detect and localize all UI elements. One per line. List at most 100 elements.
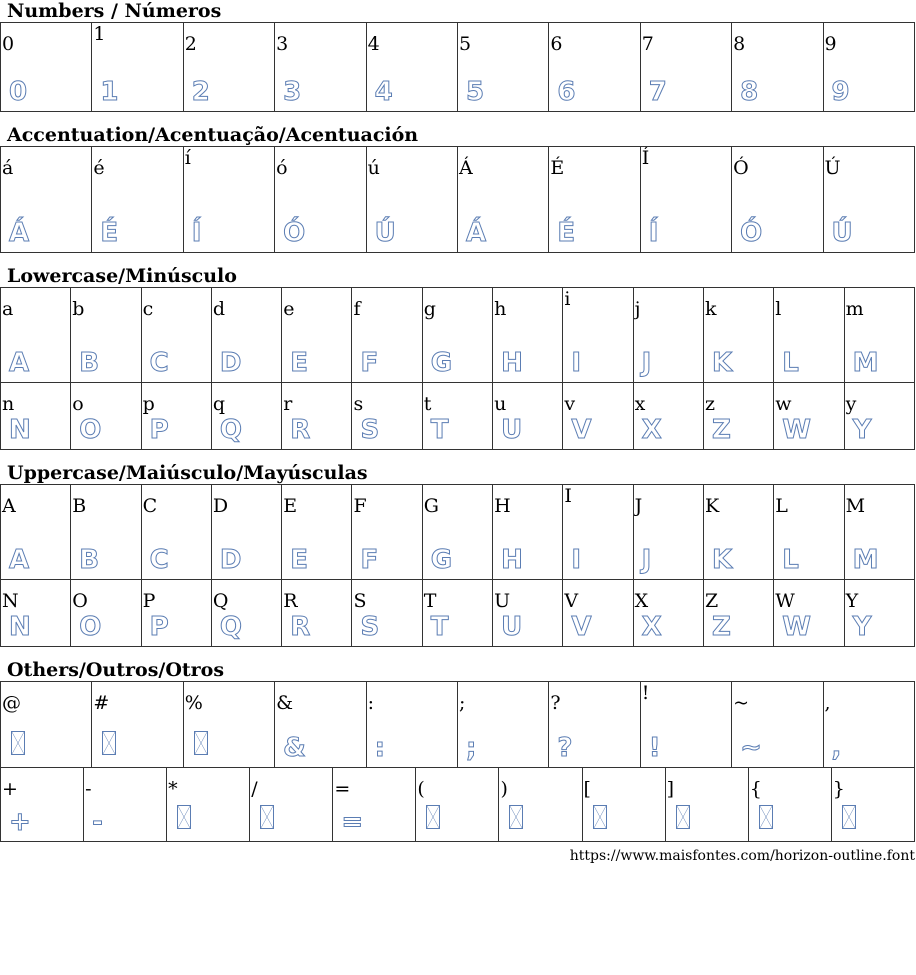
glyph-row: @ #% & &::;;??!! ~ ~,,: [0, 681, 916, 768]
glyph-sample: D: [219, 545, 242, 576]
glyph-label: b: [72, 298, 85, 320]
glyph-sample: 0: [8, 77, 28, 108]
glyph-sample: G: [430, 348, 453, 379]
glyph-sample: J: [641, 545, 652, 576]
glyph-label: *: [168, 778, 178, 800]
glyph-label: z: [704, 393, 715, 415]
glyph-label: &: [276, 692, 294, 714]
glyph-sample: 7: [648, 77, 667, 108]
specimen-section: Uppercase/Maiúsculo/Mayúsculas A A B B C C D D E E…: [0, 462, 916, 647]
glyph-sample: X: [641, 612, 662, 643]
glyph-sample: Ó: [283, 218, 306, 249]
glyph-label: ,: [824, 692, 831, 714]
glyph-label: h: [494, 298, 507, 320]
glyph-label: {: [749, 778, 762, 800]
glyph-sample: Á: [465, 218, 487, 249]
glyph-label: í: [184, 147, 191, 170]
missing-glyph-icon: [11, 731, 25, 755]
glyph-label: l: [775, 298, 782, 320]
glyph-cell: }: [830, 767, 916, 842]
glyph-sample: D: [219, 348, 242, 379]
glyph-sample: E: [290, 545, 309, 576]
missing-glyph-icon: [509, 805, 524, 829]
glyph-label: Í: [641, 147, 650, 170]
glyph-sample: 4: [374, 77, 393, 108]
glyph-label: 7: [641, 33, 654, 55]
section-title: Numbers / Números: [7, 0, 222, 22]
glyph-cell: @: [0, 681, 93, 768]
glyph-label: p: [142, 393, 155, 415]
glyph-label: e: [283, 298, 295, 320]
glyph-label: 3: [276, 33, 289, 55]
glyph-label: %: [184, 692, 203, 714]
glyph-label: H: [494, 495, 511, 517]
glyph-sample: +: [9, 807, 32, 838]
glyph-sample: E: [290, 348, 309, 379]
glyph-sample: I: [571, 348, 582, 379]
glyph-sample: C: [149, 348, 169, 379]
glyph-cell: --: [83, 767, 168, 842]
glyph-sample: 5: [465, 77, 485, 108]
glyph-label: k: [704, 298, 717, 320]
glyph-label: ú: [367, 157, 380, 179]
glyph-sample: Q: [219, 415, 242, 446]
glyph-sample: H: [501, 545, 524, 576]
glyph-label: (: [417, 778, 425, 800]
glyph-label: T: [423, 590, 437, 612]
glyph-sample: 2: [191, 77, 210, 108]
missing-glyph-icon: [758, 805, 773, 829]
glyph-label: é: [93, 157, 105, 179]
source-url: https://www.maisfontes.com/horizon-outli…: [569, 848, 915, 864]
glyph-sample: -: [92, 807, 104, 838]
glyph-cell: & &: [274, 681, 367, 768]
glyph-label: 1: [93, 23, 106, 46]
glyph-sample: Á: [8, 218, 30, 249]
glyph-sample: É: [100, 218, 119, 249]
glyph-label: B: [72, 495, 87, 517]
glyph-label: V: [564, 590, 579, 612]
glyph-cell: ,,: [822, 681, 916, 768]
glyph-label: 6: [550, 33, 563, 55]
glyph-sample: I: [571, 545, 582, 576]
glyph-sample: W: [782, 612, 812, 643]
glyph-label: r: [283, 393, 293, 415]
glyph-label: t: [423, 393, 432, 415]
specimen-section: + + - - * / = =()[]{}: [0, 767, 916, 842]
section-title: Uppercase/Maiúsculo/Mayúsculas: [7, 462, 368, 484]
glyph-sample: ?: [557, 733, 573, 764]
